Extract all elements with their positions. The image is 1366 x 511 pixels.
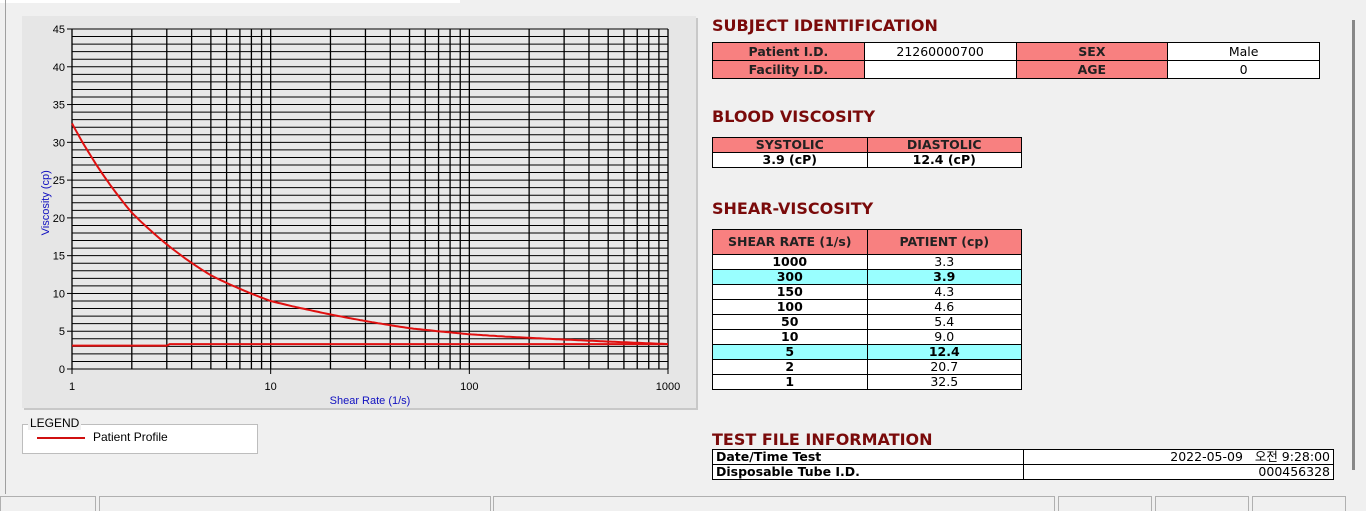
y-tick-label: 35 [53,100,65,112]
patient-id-label: Patient I.D. [713,43,865,61]
y-tick-label: 20 [53,213,65,225]
x-tick-label: 1 [69,381,75,393]
facility-id-label: Facility I.D. [713,61,865,79]
shear-rate-cell: 2 [713,360,868,375]
datetime-value: 2022-05-09 오전 9:28:00 [1023,450,1334,465]
status-panel-3 [493,496,1055,511]
patient-value-cell: 32.5 [867,375,1022,390]
shear-rate-cell: 1 [713,375,868,390]
bottom-button-1[interactable] [1058,496,1152,511]
scrollbar[interactable] [1352,20,1355,470]
patient-id-value: 21260000700 [864,43,1016,61]
shear-rate-cell: 150 [713,285,868,300]
shear-rate-cell: 100 [713,300,868,315]
status-panel-1 [0,496,96,511]
x-tick-label: 10 [265,381,277,393]
subject-identification-title: SUBJECT IDENTIFICATION [712,16,938,35]
patient-value-cell: 9.0 [867,330,1022,345]
patient-value-cell: 12.4 [867,345,1022,360]
patient-value-cell: 4.6 [867,300,1022,315]
legend-label-patient-profile: Patient Profile [93,430,168,444]
shear-rate-header: SHEAR RATE (1/s) [713,230,868,255]
diastolic-value: 12.4 (cP) [867,153,1022,168]
patient-value-cell: 5.4 [867,315,1022,330]
y-tick-label: 25 [53,175,65,187]
y-tick-label: 45 [53,24,65,36]
tube-id-label: Disposable Tube I.D. [713,465,1024,480]
shear-rate-cell: 50 [713,315,868,330]
shear-rate-cell: 5 [713,345,868,360]
legend-swatch-patient-profile [37,437,85,439]
y-tick-label: 0 [59,364,65,376]
patient-value-cell: 3.9 [867,270,1022,285]
sex-value: Male [1168,43,1320,61]
blood-viscosity-title: BLOOD VISCOSITY [712,107,875,126]
x-tick-label: 1000 [656,381,680,393]
patient-value-cell: 4.3 [867,285,1022,300]
y-tick-label: 30 [53,137,65,149]
viscosity-chart-panel: 0 5 10 15 20 25 30 35 40 45 1 10 100 1000 Shear Rate (… [22,16,696,408]
top-strip [0,0,460,3]
plot-area [72,29,668,369]
status-panel-2 [99,496,491,511]
test-file-table: Date/Time Test 2022-05-09 오전 9:28:00 Dis… [712,449,1334,480]
y-tick-label: 40 [53,62,65,74]
subject-table: Patient I.D. 21260000700 SEX Male Facili… [712,42,1320,79]
x-axis-label: Shear Rate (1/s) [330,395,411,407]
systolic-label: SYSTOLIC [713,138,868,153]
shear-rate-cell: 10 [713,330,868,345]
y-axis-label: Viscosity (cp) [40,170,52,235]
viscosity-chart: 0 5 10 15 20 25 30 35 40 45 1 10 100 1000 Shear Rate (… [22,16,696,408]
systolic-value: 3.9 (cP) [713,153,868,168]
y-tick-label: 5 [59,326,65,338]
legend-title: LEGEND [28,416,81,430]
y-tick-label: 10 [53,288,65,300]
tube-id-value: 000456328 [1023,465,1334,480]
shear-rate-cell: 1000 [713,255,868,270]
sex-label: SEX [1016,43,1168,61]
shear-rate-cell: 300 [713,270,868,285]
patient-value-cell: 20.7 [867,360,1022,375]
shear-viscosity-title: SHEAR-VISCOSITY [712,199,873,218]
patient-header: PATIENT (cp) [867,230,1022,255]
y-tick-label: 15 [53,251,65,263]
x-tick-label: 100 [460,381,478,393]
datetime-label: Date/Time Test [713,450,1024,465]
bottom-button-2[interactable] [1155,496,1249,511]
test-file-information-title: TEST FILE INFORMATION [712,430,933,449]
age-label: AGE [1016,61,1168,79]
age-value: 0 [1168,61,1320,79]
blood-viscosity-table: SYSTOLIC DIASTOLIC 3.9 (cP) 12.4 (cP) [712,137,1022,168]
bottom-button-3[interactable] [1252,496,1346,511]
patient-value-cell: 3.3 [867,255,1022,270]
diastolic-label: DIASTOLIC [867,138,1022,153]
facility-id-value [864,61,1016,79]
left-border [5,0,6,494]
